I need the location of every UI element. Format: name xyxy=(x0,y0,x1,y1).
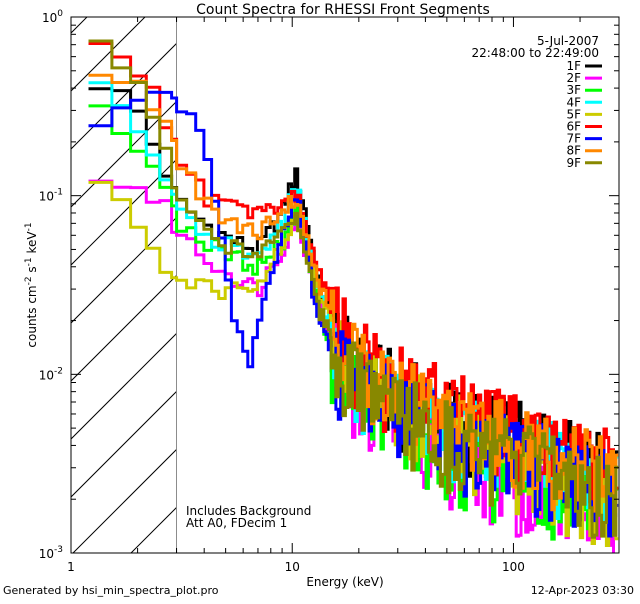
y-tick-label: 100 xyxy=(42,9,63,25)
legend-label-4F: 4F xyxy=(566,95,581,109)
y-tick-label: 10-3 xyxy=(39,545,63,561)
annotation-attenuator: Att A0, FDecim 1 xyxy=(186,516,287,530)
legend-label-2F: 2F xyxy=(566,71,581,85)
x-axis-label: Energy (keV) xyxy=(306,575,383,589)
chart-title: Count Spectra for RHESSI Front Segments xyxy=(196,2,490,18)
hatch-line xyxy=(71,17,88,34)
legend-header: 5-Jul-2007 22:48:00 to 22:49:00 xyxy=(472,34,599,60)
hatch-line xyxy=(72,448,177,553)
legend-label-8F: 8F xyxy=(566,144,581,158)
footer-timestamp: 12-Apr-2023 03:30 xyxy=(531,584,634,597)
annotation-background: Includes Background xyxy=(186,504,311,518)
axes: 1 10 100 100 10-1 10-2 10-3 xyxy=(39,9,620,574)
legend-label-7F: 7F xyxy=(566,132,581,146)
legend-label-1F: 1F xyxy=(566,59,581,73)
hatch-line xyxy=(71,332,177,440)
legend-label-6F: 6F xyxy=(566,120,581,134)
hatch-line xyxy=(71,390,177,498)
series-lines xyxy=(88,39,619,553)
plot-frame xyxy=(70,16,620,554)
x-tick-label: 1 xyxy=(67,560,75,574)
legend-label-3F: 3F xyxy=(566,83,581,97)
time-range-label: 22:48:00 to 22:49:00 xyxy=(472,46,599,60)
y-tick-label: 10-2 xyxy=(39,366,63,382)
hatch-line xyxy=(71,274,177,382)
legend-label-9F: 9F xyxy=(566,156,581,170)
y-tick-label: 10-1 xyxy=(39,188,63,204)
legend-label-5F: 5F xyxy=(566,107,581,121)
hatch-line xyxy=(71,216,177,324)
x-tick-label: 10 xyxy=(285,560,300,574)
footer-generated-by: Generated by hsi_min_spectra_plot.pro xyxy=(3,584,219,597)
y-axis-label: counts cm-2 s-1 keV-1 xyxy=(24,222,39,347)
series-line-9F xyxy=(88,39,619,539)
series-line-8F xyxy=(88,73,619,514)
hatch-line xyxy=(71,100,177,208)
x-tick-label: 100 xyxy=(502,560,525,574)
date-label: 5-Jul-2007 xyxy=(537,34,599,48)
